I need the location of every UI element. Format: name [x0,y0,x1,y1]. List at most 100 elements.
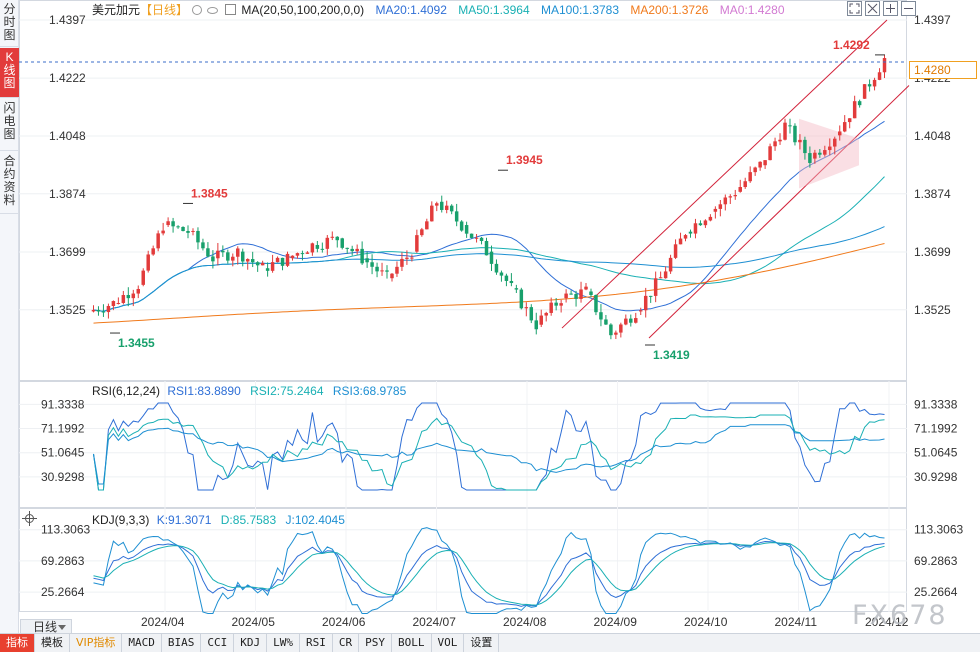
tab-flash-chart[interactable]: 闪电图 [0,99,19,151]
toolbar-button-6[interactable]: KDJ [234,634,268,652]
candle-body [454,211,459,222]
indicator-toolbar: 指标 模板 VIP指标 MACD BIAS CCI KDJ LW% RSI CR PSY BOLL VO… [0,633,980,652]
candle-body [554,302,558,306]
candle-body [285,253,290,266]
candle-body [847,118,852,123]
candle-body [136,288,141,294]
ma-line-ma100 [93,226,885,312]
candle-body [300,253,305,255]
period-label: 【日线】 [140,3,189,17]
candle-body [260,262,265,266]
toolbar-button-2[interactable]: VIP指标 [70,634,123,652]
candle-body [788,125,792,127]
candle-body [758,161,762,168]
settings-icon[interactable] [192,5,203,15]
x-axis-label: 2024/09 [594,615,638,629]
kdj-axis-right-label: 69.2863 [914,554,958,568]
toolbar-button-7[interactable]: LW% [267,634,301,652]
rsi-axis-left-label: 91.3338 [41,397,85,411]
tab-contract-info[interactable]: 合约资料 [0,152,19,214]
crosshair-icon[interactable] [22,511,37,526]
eye-icon[interactable] [206,7,218,14]
x-axis-label: 2024/08 [503,615,547,629]
candle-body [305,252,310,254]
toolbar-button-12[interactable]: VOL [432,634,465,652]
zoom-out-icon[interactable] [901,1,916,16]
candle-body [818,152,822,155]
candle-body [539,315,543,325]
toolbar-button-13[interactable]: 设置 [464,634,500,652]
candle-body [216,250,220,259]
candle-body [385,270,389,272]
toolbar-button-1[interactable]: 模板 [35,634,70,652]
extreme-label-high-2: 1.3945 [506,153,543,167]
candle-body [240,251,245,262]
candle-body [365,258,369,263]
candle-body [295,253,300,256]
x-axis-label: 2024/11 [775,615,818,629]
tab-time-chart[interactable]: 分时图 [0,0,19,47]
rsi-panel-frame [19,381,907,508]
candle-body [206,248,210,257]
candle-body [673,244,678,258]
extreme-label-low-1: 1.3455 [118,336,155,350]
toolbar-button-4[interactable]: BIAS [162,634,202,652]
candle-body [798,139,802,143]
candle-body [808,153,812,163]
period-selector[interactable]: 日线 [20,619,72,635]
candle-body [375,266,379,272]
window-controls [847,1,916,16]
ma-toggle-icon[interactable] [225,4,237,15]
toolbar-button-3[interactable]: MACD [122,634,162,652]
toolbar-button-0[interactable]: 指标 [0,634,35,652]
kline-chart[interactable]: 1.3845 1.3945 1.4292 1.3455 1.3419 1.4397 1.4… [19,0,980,633]
candle-body [783,122,787,140]
candle-body [151,248,155,255]
highlight-zone [799,118,859,189]
candle-body [763,160,767,166]
candle-body [430,205,434,222]
fit-icon[interactable] [847,1,862,16]
candle-body [837,131,842,136]
candle-body [196,230,200,243]
candle-body [310,243,315,253]
toolbar-button-9[interactable]: CR [333,634,360,652]
price-axis-left-label: 1.3699 [49,245,86,259]
toolbar-button-10[interactable]: PSY [359,634,393,652]
rsi3-value: RSI3:68.9785 [332,384,407,398]
candle-body [489,251,494,264]
kdj-axis-right-label: 25.2664 [914,585,958,599]
candle-body [867,84,872,87]
ma50-value: MA50:1.3964 [458,3,530,17]
chevron-down-icon [58,625,66,630]
candle-body [270,262,275,271]
candle-body [648,295,653,297]
extreme-label-low-2: 1.3419 [653,348,690,362]
toolbar-button-5[interactable]: CCI [201,634,235,652]
candle-body [355,248,359,252]
candle-body [514,288,519,290]
toolbar-button-8[interactable]: RSI [300,634,333,652]
kdj-k-line [93,540,885,607]
candle-body [166,221,170,226]
candle-body [773,141,777,147]
candle-body [579,289,583,299]
x-axis-label: 2024/07 [413,615,457,629]
candle-body [236,248,240,257]
zoom-in-icon[interactable] [883,1,898,16]
rsi-line-1 [93,402,885,491]
candle-body [484,240,489,256]
toolbar-button-11[interactable]: BOLL [392,634,432,652]
candle-body [116,302,121,304]
candle-body [320,248,325,250]
candle-body [91,309,96,312]
kdj-j-value: J:102.4045 [285,513,345,527]
kdj-d-line [93,542,885,606]
candle-body [703,220,708,226]
price-axis-right-label: 1.3525 [914,303,951,317]
reset-icon[interactable] [865,1,880,16]
extreme-label-high-1: 1.3845 [191,186,228,200]
candle-body [852,101,857,119]
candle-body [857,101,862,106]
